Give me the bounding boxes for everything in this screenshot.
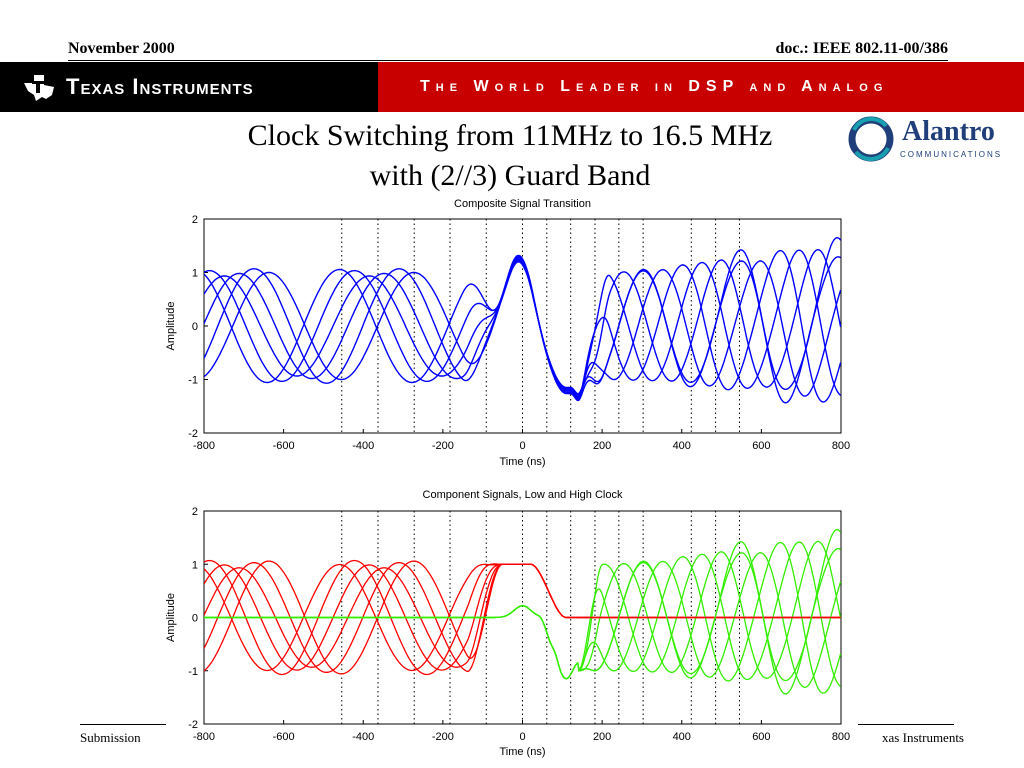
x-tick-label: 800 [832,731,850,743]
traces [204,236,841,404]
slide-title: Clock Switching from 11MHz to 16.5 MHz w… [180,116,840,196]
texas-state-icon [24,75,54,101]
slide-title-line1: Clock Switching from 11MHz to 16.5 MHz [247,119,773,152]
high-clock-trace [204,547,841,695]
banner-company [0,62,378,112]
y-tick-label: 1 [192,559,198,571]
header-date: November 2000 [68,40,175,57]
x-tick-label: 200 [593,440,611,452]
chart-title: Composite Signal Transition [454,198,591,210]
tagline: The World Leader in DSP and Analog [420,78,889,95]
x-tick-label: 200 [593,731,611,743]
y-tick-label: 0 [192,613,198,625]
banner-tagline [378,62,1024,112]
x-tick-label: -400 [352,731,374,743]
footer-company: xas Instruments [882,730,964,745]
x-axis-label: Time (ns) [499,456,545,468]
footer-rule-left [80,724,166,725]
partner-name: Alantro [902,116,995,147]
x-tick-label: -400 [352,440,374,452]
traces [204,528,841,695]
y-tick-label: -1 [188,666,198,678]
x-tick-label: -200 [432,440,454,452]
y-tick-label: 2 [192,214,198,226]
x-tick-label: 600 [752,440,770,452]
x-tick-label: -600 [273,440,295,452]
y-axis-label: Amplitude [165,302,177,351]
x-tick-label: 0 [519,440,525,452]
x-tick-label: 600 [752,731,770,743]
low-clock-trace [204,563,841,672]
partner-subtitle: COMMUNICATIONS [900,150,1003,159]
y-tick-label: 0 [192,321,198,333]
x-tick-label: -200 [432,731,454,743]
x-tick-label: 400 [673,440,691,452]
signal-trace [204,254,841,404]
chart-title: Component Signals, Low and High Clock [423,489,623,501]
y-tick-label: 1 [192,268,198,280]
x-axis-label: Time (ns) [499,746,545,758]
y-axis-label: Amplitude [165,593,177,642]
y-tick-label: 2 [192,506,198,518]
header-rule [68,60,948,61]
chart-2 [203,510,842,725]
y-tick-label: -1 [188,375,198,387]
alantro-logo-icon [848,116,894,162]
slide-title-line2: with (2//3) Guard Band [369,159,651,192]
x-tick-label: -800 [193,440,215,452]
chart-1 [203,218,842,434]
y-tick-label: -2 [188,428,198,440]
x-tick-label: -600 [273,731,295,743]
y-tick-label: -2 [188,719,198,731]
footer-rule-right [858,724,954,725]
x-tick-label: 800 [832,440,850,452]
header-doc-id: doc.: IEEE 802.11-00/386 [775,40,948,57]
footer-submission: Submission [80,730,141,745]
x-tick-label: 400 [673,731,691,743]
x-tick-label: -800 [193,731,215,743]
company-name: Texas Instruments [66,74,254,99]
x-tick-label: 0 [519,731,525,743]
